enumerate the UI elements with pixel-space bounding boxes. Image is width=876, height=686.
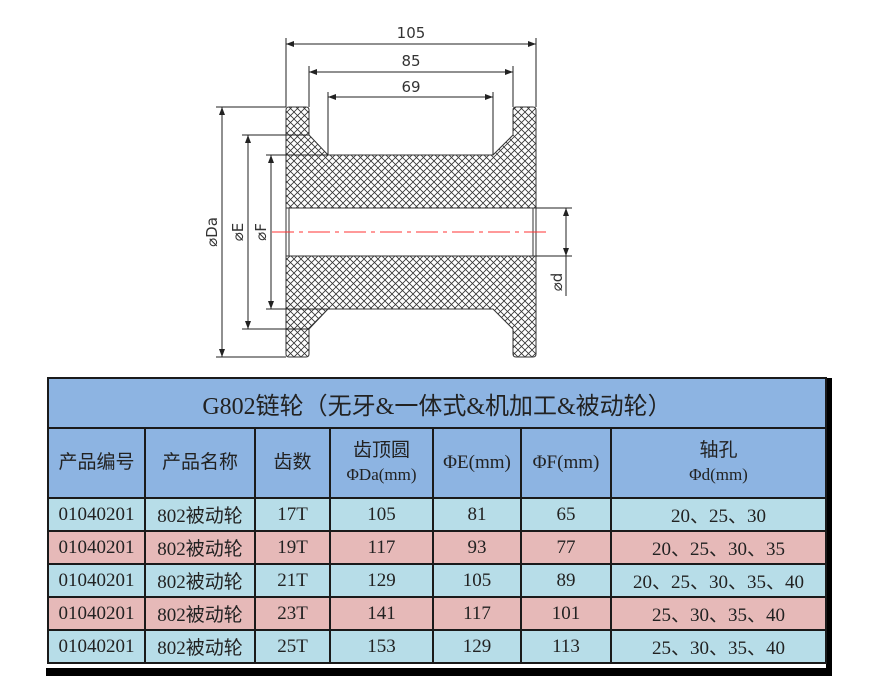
table-cell: 20、25、30、35、40 bbox=[610, 563, 827, 598]
table-cell: 117 bbox=[329, 530, 434, 565]
column-header: 齿数 bbox=[254, 427, 331, 499]
table-cell: 01040201 bbox=[47, 596, 146, 631]
dim-hub-width: 69 bbox=[401, 78, 420, 96]
dim-da: ⌀Da bbox=[203, 217, 221, 247]
header-line: ΦE(mm) bbox=[443, 452, 511, 473]
table-row: 01040201 802被动轮 23T 141 117 101 25、30、35、40 bbox=[47, 596, 827, 631]
table-title: G802链轮（无牙&一体式&机加工&被动轮） bbox=[47, 377, 827, 429]
table-cell: 81 bbox=[432, 497, 522, 532]
table-cell: 802被动轮 bbox=[144, 563, 256, 598]
table-row: 01040201 802被动轮 21T 129 105 89 20、25、30、35、40 bbox=[47, 563, 827, 598]
table-shadow bbox=[826, 378, 832, 674]
dim-f: ⌀F bbox=[252, 223, 270, 241]
table-cell: 01040201 bbox=[47, 497, 146, 532]
sprocket-section-lower bbox=[285, 255, 537, 358]
header-line: 轴孔 bbox=[699, 440, 738, 461]
table-row: 01040201 802被动轮 25T 153 129 113 25、30、35、40 bbox=[47, 629, 827, 664]
table-cell: 65 bbox=[520, 497, 612, 532]
table-cell: 89 bbox=[520, 563, 612, 598]
table-cell: 141 bbox=[329, 596, 434, 631]
table-cell: 01040201 bbox=[47, 563, 146, 598]
table-cell: 25、30、35、40 bbox=[610, 629, 827, 664]
table-cell: 01040201 bbox=[47, 530, 146, 565]
table-cell: 17T bbox=[254, 497, 331, 532]
spec-table: G802链轮（无牙&一体式&机加工&被动轮） 产品编号 产品名称 齿数 齿顶圆 ΦDa(… bbox=[47, 377, 827, 664]
column-header: ΦF(mm) bbox=[520, 427, 612, 499]
table-cell: 802被动轮 bbox=[144, 596, 256, 631]
table-cell: 01040201 bbox=[47, 629, 146, 664]
dim-overall-width: 105 bbox=[397, 24, 426, 42]
column-header: 产品名称 bbox=[144, 427, 256, 499]
sprocket-drawing: 105 85 69 ⌀Da ⌀E ⌀F ⌀d bbox=[203, 24, 572, 358]
table-cell: 23T bbox=[254, 596, 331, 631]
dim-e: ⌀E bbox=[229, 223, 247, 242]
table-cell: 802被动轮 bbox=[144, 629, 256, 664]
table-row: 01040201 802被动轮 19T 117 93 77 20、25、30、35 bbox=[47, 530, 827, 565]
table-cell: 21T bbox=[254, 563, 331, 598]
table-cell: 101 bbox=[520, 596, 612, 631]
header-line: 产品名称 bbox=[161, 452, 238, 473]
table-shadow bbox=[46, 668, 832, 676]
header-line: 齿数 bbox=[273, 452, 312, 473]
table-cell: 129 bbox=[432, 629, 522, 664]
header-unit: ΦDa(mm) bbox=[346, 465, 417, 484]
table-cell: 117 bbox=[432, 596, 522, 631]
table-cell: 105 bbox=[432, 563, 522, 598]
header-unit: Φd(mm) bbox=[689, 465, 748, 484]
table-cell: 25、30、35、40 bbox=[610, 596, 827, 631]
sprocket-section-upper bbox=[285, 106, 537, 209]
table-cell: 93 bbox=[432, 530, 522, 565]
table-cell: 153 bbox=[329, 629, 434, 664]
dim-d: ⌀d bbox=[548, 273, 566, 292]
column-header: 轴孔 Φd(mm) bbox=[610, 427, 827, 499]
column-header: ΦE(mm) bbox=[432, 427, 522, 499]
table-cell: 802被动轮 bbox=[144, 497, 256, 532]
table-cell: 113 bbox=[520, 629, 612, 664]
table-cell: 77 bbox=[520, 530, 612, 565]
column-header: 齿顶圆 ΦDa(mm) bbox=[329, 427, 434, 499]
header-line: 产品编号 bbox=[58, 452, 135, 473]
table-cell: 802被动轮 bbox=[144, 530, 256, 565]
header-line: ΦF(mm) bbox=[532, 452, 600, 473]
header-line: 齿顶圆 bbox=[352, 440, 410, 461]
table-cell: 20、25、30、35 bbox=[610, 530, 827, 565]
table-cell: 129 bbox=[329, 563, 434, 598]
table-cell: 25T bbox=[254, 629, 331, 664]
table-cell: 105 bbox=[329, 497, 434, 532]
column-header: 产品编号 bbox=[47, 427, 146, 499]
dim-flange-inner-width: 85 bbox=[401, 52, 420, 70]
table-cell: 19T bbox=[254, 530, 331, 565]
table-row: 01040201 802被动轮 17T 105 81 65 20、25、30 bbox=[47, 497, 827, 532]
table-cell: 20、25、30 bbox=[610, 497, 827, 532]
